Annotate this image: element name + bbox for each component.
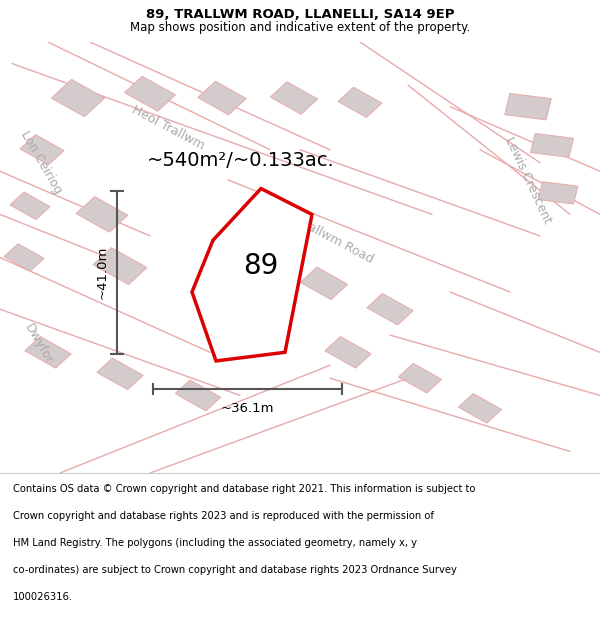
Polygon shape [76,197,128,232]
Text: Crown copyright and database rights 2023 and is reproduced with the permission o: Crown copyright and database rights 2023… [13,511,434,521]
Polygon shape [198,81,246,115]
Text: ~41.0m: ~41.0m [95,246,109,299]
Polygon shape [20,134,64,165]
Polygon shape [338,88,382,118]
Polygon shape [192,189,312,361]
Text: Trallwm Road: Trallwm Road [296,215,376,266]
Text: Contains OS data © Crown copyright and database right 2021. This information is : Contains OS data © Crown copyright and d… [13,484,476,494]
Polygon shape [97,358,143,389]
Text: Map shows position and indicative extent of the property.: Map shows position and indicative extent… [130,21,470,34]
Polygon shape [175,380,221,411]
Polygon shape [93,248,147,284]
Text: HM Land Registry. The polygons (including the associated geometry, namely x, y: HM Land Registry. The polygons (includin… [13,538,417,548]
Polygon shape [125,76,175,111]
Polygon shape [301,267,347,299]
Polygon shape [4,244,44,271]
Polygon shape [10,192,50,219]
Polygon shape [51,79,105,117]
Polygon shape [458,394,502,423]
Text: 100026316.: 100026316. [13,592,73,602]
Text: 89, TRALLWM ROAD, LLANELLI, SA14 9EP: 89, TRALLWM ROAD, LLANELLI, SA14 9EP [146,8,454,21]
Polygon shape [398,363,442,393]
Text: 89: 89 [244,252,278,280]
Polygon shape [367,294,413,325]
Polygon shape [25,337,71,368]
Polygon shape [271,82,317,114]
Polygon shape [325,337,371,368]
Text: ~540m²/~0.133ac.: ~540m²/~0.133ac. [147,151,335,170]
Text: Lon Ceiriog: Lon Ceiriog [17,129,64,196]
Text: Lewis Crescent: Lewis Crescent [502,134,554,226]
Text: co-ordinates) are subject to Crown copyright and database rights 2023 Ordnance S: co-ordinates) are subject to Crown copyr… [13,565,457,575]
Text: Heol Trallwm: Heol Trallwm [130,104,206,152]
Polygon shape [505,93,551,120]
Text: Dwyfor: Dwyfor [22,321,56,366]
Text: ~36.1m: ~36.1m [220,402,274,415]
Polygon shape [530,134,574,158]
Polygon shape [538,182,578,204]
